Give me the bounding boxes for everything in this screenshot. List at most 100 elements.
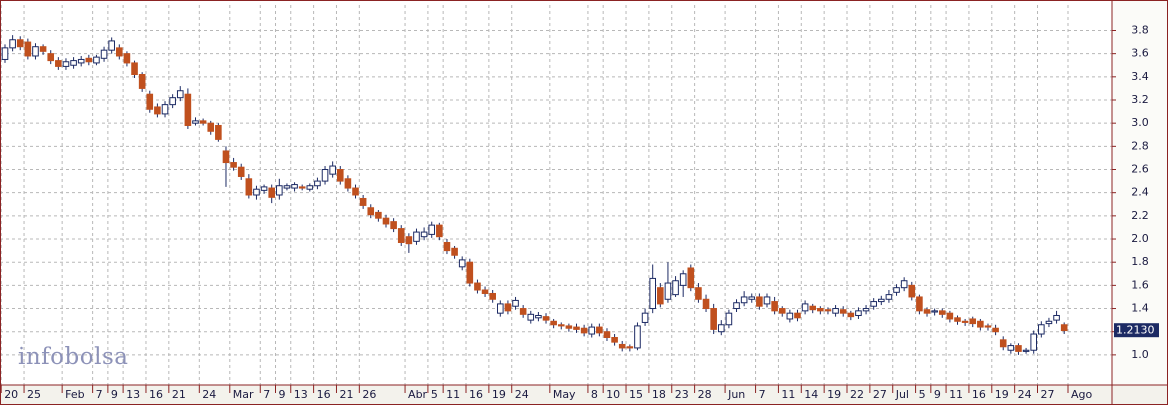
y-tick-label: 3.8 — [1131, 23, 1149, 36]
candle-body — [809, 305, 817, 311]
candle-body — [77, 58, 85, 64]
candle-body — [862, 308, 870, 312]
x-tick-label: 7 — [96, 388, 103, 401]
candle-body — [923, 309, 931, 314]
x-tick-label: 16 — [149, 388, 163, 401]
candle-body — [733, 302, 740, 310]
candle-body — [542, 316, 550, 321]
x-tick-label: Feb — [65, 388, 84, 401]
candle-body — [946, 312, 954, 320]
candle-body — [557, 324, 565, 327]
candle-body — [504, 303, 512, 312]
candle-body — [893, 287, 900, 293]
candle-body — [679, 273, 687, 286]
x-tick-label: 24 — [202, 388, 216, 401]
x-tick-label: 19 — [492, 388, 506, 401]
candle-body — [55, 60, 62, 67]
y-tick-label: 3.4 — [1131, 70, 1149, 83]
candle-body — [413, 231, 420, 242]
candle-body — [847, 312, 855, 318]
candle-body — [1045, 320, 1053, 325]
candle-body — [283, 185, 291, 189]
candle-body — [39, 46, 47, 52]
candle-body — [169, 97, 176, 106]
x-tick-label: 19 — [827, 388, 841, 401]
x-tick-label: 9 — [279, 388, 286, 401]
candle-body — [573, 326, 580, 330]
candle-body — [878, 298, 885, 303]
x-tick-label: 11 — [781, 388, 795, 401]
candle-body — [146, 93, 154, 110]
candle-body — [969, 318, 977, 325]
x-tick-label: 25 — [27, 388, 41, 401]
x-tick-label: 5 — [431, 388, 438, 401]
candle-body — [535, 314, 542, 319]
x-tick-label: 22 — [850, 388, 864, 401]
candle-body — [832, 308, 839, 314]
candle-body — [367, 207, 375, 216]
x-tick-label: 10 — [606, 388, 620, 401]
x-tick-label: Jul — [895, 388, 909, 401]
axes: 1.01.21.41.61.82.02.22.42.62.83.03.23.43… — [0, 23, 1159, 401]
candle-body — [382, 217, 390, 225]
candle-body — [908, 284, 916, 298]
candle-body — [527, 313, 535, 321]
candle-body — [512, 299, 519, 307]
x-tick-label: 21 — [339, 388, 353, 401]
candle-body — [192, 120, 199, 124]
x-tick-label: 20 — [4, 388, 18, 401]
x-axis-strip — [0, 385, 1168, 405]
candle-body — [336, 169, 344, 182]
candle-body — [466, 261, 474, 284]
x-tick-label: 21 — [172, 388, 186, 401]
candle-body — [458, 259, 466, 268]
candle-body — [62, 61, 70, 67]
candle-body — [1015, 345, 1022, 352]
x-tick-label: 14 — [804, 388, 818, 401]
candle-body — [237, 166, 245, 177]
candle-body — [397, 228, 405, 244]
candle-body — [474, 282, 481, 291]
candle-body — [321, 169, 329, 182]
y-tick-label: 2.0 — [1131, 232, 1149, 245]
x-tick-label: May — [553, 388, 576, 401]
candle-body — [1022, 349, 1030, 352]
y-tick-label: 1.4 — [1131, 302, 1149, 315]
last-price-label: 1.2130 — [1116, 324, 1155, 337]
candle-body — [154, 106, 161, 115]
x-tick-label: Abr — [408, 388, 428, 401]
candle-body — [215, 124, 222, 140]
y-axis-strip — [1112, 0, 1168, 385]
candle-body — [451, 247, 458, 256]
candle-body — [123, 53, 131, 64]
last-price-box — [1114, 323, 1159, 338]
x-tick-label: 7 — [759, 388, 766, 401]
candle-body — [481, 289, 489, 294]
candle-body — [817, 308, 824, 312]
candle-body — [47, 53, 55, 62]
y-tick-label: 2.4 — [1131, 186, 1149, 199]
candle-body — [710, 308, 717, 330]
candle-body — [1060, 324, 1068, 332]
candle-body — [596, 326, 603, 334]
candle-body — [748, 296, 756, 300]
candle-body — [977, 320, 984, 328]
y-tick-label: 1.8 — [1131, 255, 1149, 268]
candle-body — [70, 60, 77, 66]
candle-body — [184, 93, 192, 126]
x-tick-label: 9 — [934, 388, 941, 401]
candle-body — [253, 188, 260, 196]
candle-body — [489, 292, 496, 300]
candle-body — [375, 211, 382, 219]
x-tick-label: 15 — [629, 388, 643, 401]
candle-body — [870, 301, 877, 307]
x-tick-label: 23 — [675, 388, 689, 401]
x-tick-label: 8 — [591, 388, 598, 401]
x-tick-label: 28 — [698, 388, 712, 401]
candle-body — [565, 325, 573, 329]
candle-body — [649, 277, 657, 310]
candle-body — [702, 298, 710, 310]
candle-body — [1053, 314, 1060, 321]
